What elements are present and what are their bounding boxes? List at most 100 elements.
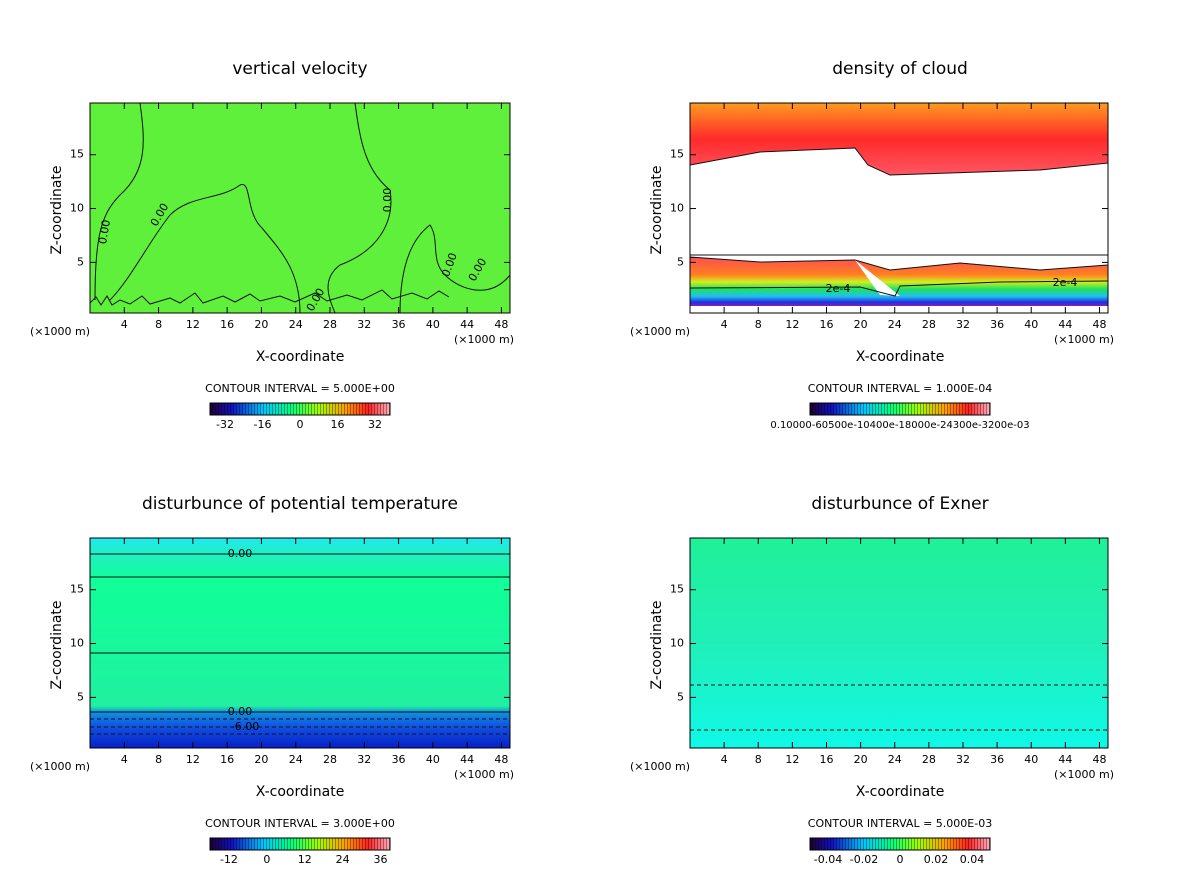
plot-frame	[89, 537, 511, 749]
colorbar-tick-label: 16	[331, 418, 345, 431]
colorbar-tick-label: -16	[254, 418, 272, 431]
x-axis-label: X-coordinate	[256, 349, 345, 365]
colorbar-tick-label: -0.02	[850, 853, 878, 866]
chart-title: disturbunce of potential temperature	[142, 494, 458, 514]
contour-label: 2e-4	[826, 282, 851, 295]
x-tick-label: 24	[888, 318, 902, 331]
contour-line	[689, 254, 1109, 271]
colorbar-tick-label: -32	[216, 418, 234, 431]
x-axis-label: X-coordinate	[856, 349, 945, 365]
x-unit: (×1000 m)	[630, 760, 690, 773]
x-tick-label: 28	[323, 318, 337, 331]
x-unit: (×1000 m)	[1054, 768, 1114, 781]
x-tick-label: 4	[121, 753, 128, 766]
x-tick-label: 16	[220, 318, 234, 331]
contour-line	[689, 280, 1109, 297]
x-tick-label: 36	[392, 318, 406, 331]
y-tick-label: 10	[70, 637, 84, 650]
x-tick-label: 36	[990, 318, 1004, 331]
x-tick-label: 20	[254, 318, 268, 331]
x-tick-label: 8	[155, 318, 162, 331]
colorbar-tick-label: 0.10000-60500e-10400e-18000e-24300e-3200…	[770, 420, 1029, 431]
contour-line	[94, 102, 144, 301]
x-tick-label: 36	[392, 753, 406, 766]
y-tick-label: 10	[70, 202, 84, 215]
y-axis-label: Z-coordinate	[49, 600, 65, 689]
y-tick-label: 15	[670, 148, 684, 161]
contour-interval: CONTOUR INTERVAL = 3.000E+00	[205, 817, 395, 830]
contour-line	[89, 289, 450, 306]
field	[90, 103, 510, 313]
colorbar-tick-label: -0.04	[814, 853, 842, 866]
x-unit: (×1000 m)	[30, 760, 90, 773]
y-tick-label: 10	[670, 202, 684, 215]
x-axis-label: X-coordinate	[856, 784, 945, 800]
chart-title: disturbunce of Exner	[811, 494, 988, 514]
colorbar-stripes	[210, 403, 390, 415]
y-tick-label: 15	[670, 583, 684, 596]
x-tick-label: 24	[888, 753, 902, 766]
contour-line	[399, 224, 511, 314]
colorbar-tick-label: 0.02	[924, 853, 949, 866]
x-tick-label: 32	[956, 753, 970, 766]
contour-label: 0.00	[381, 188, 394, 213]
x-tick-label: 4	[721, 318, 728, 331]
contour-interval: CONTOUR INTERVAL = 1.000E-04	[808, 382, 992, 395]
x-tick-label: 44	[1058, 318, 1072, 331]
plot-frame	[89, 102, 511, 314]
colorbar-stripes	[210, 838, 390, 850]
y-axis-label: Z-coordinate	[649, 600, 665, 689]
contour-line	[90, 553, 510, 713]
field	[690, 538, 1108, 748]
x-tick-label: 16	[819, 318, 833, 331]
x-unit: (×1000 m)	[1054, 333, 1114, 346]
x-tick-label: 32	[357, 318, 371, 331]
x-tick-label: 32	[956, 318, 970, 331]
x-tick-label: 8	[755, 318, 762, 331]
x-tick-label: 24	[289, 318, 303, 331]
x-unit: (×1000 m)	[454, 333, 514, 346]
y-tick-label: 5	[77, 690, 84, 703]
colorbar-tick-label: -12	[220, 853, 238, 866]
x-tick-label: 24	[289, 753, 303, 766]
x-tick-label: 48	[1092, 318, 1106, 331]
contour-label: 0.00	[228, 705, 253, 718]
x-tick-label: 4	[721, 753, 728, 766]
x-tick-label: 40	[426, 753, 440, 766]
y-axis-label: Z-coordinate	[49, 165, 65, 254]
chart-title: vertical velocity	[232, 59, 367, 79]
x-tick-label: 20	[854, 318, 868, 331]
x-tick-label: 16	[819, 753, 833, 766]
contour-interval: CONTOUR INTERVAL = 5.000E-03	[808, 817, 992, 830]
contour-label: 0.00	[96, 219, 113, 245]
x-unit: (×1000 m)	[454, 768, 514, 781]
x-tick-label: 28	[323, 753, 337, 766]
contour-line	[327, 102, 392, 314]
x-tick-label: 48	[1092, 753, 1106, 766]
x-tick-label: 20	[254, 753, 268, 766]
y-axis-label: Z-coordinate	[649, 165, 665, 254]
y-tick-label: 5	[677, 690, 684, 703]
colorbar-tick-label: 0	[263, 853, 270, 866]
x-tick-label: 40	[1024, 318, 1038, 331]
contour-interval: CONTOUR INTERVAL = 5.000E+00	[205, 382, 395, 395]
colorbar-tick-label: 0	[297, 418, 304, 431]
colorbar-tick-label: 36	[374, 853, 388, 866]
panel-fill	[89, 102, 1109, 748]
x-tick-label: 8	[155, 753, 162, 766]
x-tick-label: 4	[121, 318, 128, 331]
colorbar-tick-label: 32	[368, 418, 382, 431]
x-tick-label: 40	[426, 318, 440, 331]
x-tick-label: 12	[186, 318, 200, 331]
y-tick-label: 15	[70, 583, 84, 596]
contour-label: 0.00	[228, 547, 253, 560]
x-tick-label: 44	[1058, 753, 1072, 766]
cloud-gap	[855, 260, 900, 296]
contour-line	[90, 718, 510, 735]
x-tick-label: 28	[922, 318, 936, 331]
contour-label: 2e-4	[1053, 276, 1078, 289]
contour-label: -6.00	[231, 720, 259, 733]
x-unit: (×1000 m)	[30, 325, 90, 338]
field	[90, 538, 510, 748]
colorbar-tick-label: 0.04	[960, 853, 985, 866]
